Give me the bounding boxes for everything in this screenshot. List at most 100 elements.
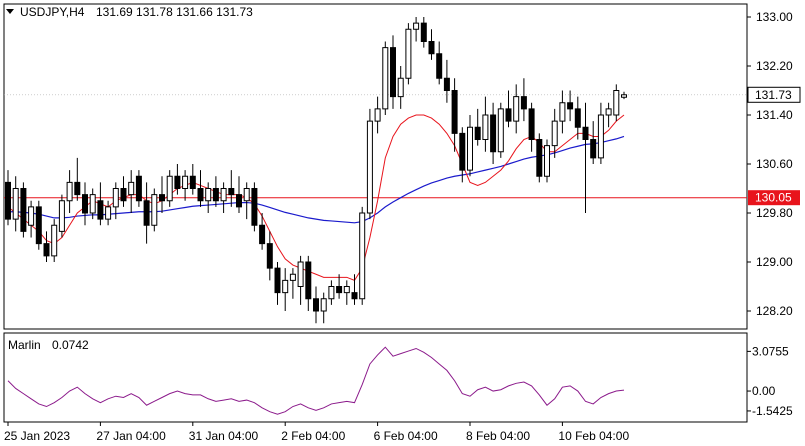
candle (351, 274, 358, 305)
candle (259, 213, 266, 250)
candle (220, 182, 227, 213)
candle-body (490, 114, 497, 153)
candle-body (12, 188, 19, 220)
oscillator-panel[interactable] (3, 332, 748, 423)
candle-body (243, 188, 250, 202)
candle-body (520, 96, 527, 110)
oscillator-tick-label: -1.5425 (752, 404, 793, 418)
candle (236, 176, 242, 213)
indicator-name: Marlin (8, 338, 41, 352)
candle-body (613, 90, 620, 116)
candle-body (536, 139, 543, 177)
level-price-text: 130.05 (755, 191, 792, 205)
candle-body (20, 188, 27, 232)
candle-body (143, 200, 150, 226)
candle-body (297, 261, 304, 287)
candle (397, 66, 404, 109)
candle-body (135, 175, 142, 202)
ohlc-values: 131.69 131.78 131.66 131.73 (96, 5, 253, 19)
candle (574, 96, 581, 140)
candle (497, 102, 504, 158)
candle-body (343, 286, 350, 294)
candle (35, 200, 42, 250)
price-axis[interactable]: 133.00 132.20 131.40 130.60 129.80 129.00 128.… (747, 10, 793, 318)
fast-moving-average-line (7, 114, 625, 281)
candle (582, 102, 589, 213)
candle-body (5, 181, 11, 220)
candle (58, 194, 65, 238)
candle (551, 108, 558, 158)
candle (28, 200, 35, 238)
candle (274, 262, 281, 305)
candle (135, 170, 142, 207)
candle-body (574, 108, 581, 128)
candle-body (120, 188, 127, 202)
price-tick-label: 129.80 (756, 206, 793, 220)
candle (174, 164, 181, 195)
candle-body (505, 108, 512, 122)
candle-body (97, 200, 104, 220)
candle-body (551, 120, 558, 147)
candle (112, 182, 119, 220)
candle-body (443, 77, 450, 91)
candle-body (405, 28, 412, 79)
candle (282, 268, 289, 311)
candle (366, 108, 373, 220)
candle-body (436, 53, 443, 79)
candle-body (58, 200, 65, 232)
candle (205, 182, 212, 213)
candle (159, 176, 165, 213)
candle-body (567, 102, 574, 110)
candle-body (51, 224, 58, 257)
candle (597, 102, 604, 164)
candle-body (197, 188, 204, 202)
candle (443, 59, 450, 103)
candle-body (482, 114, 489, 140)
candle (459, 127, 466, 183)
candle (20, 182, 27, 238)
candle (505, 90, 512, 128)
candle-body (397, 77, 404, 98)
candle (336, 274, 343, 299)
candle-body (382, 47, 389, 110)
candle-body (328, 286, 335, 300)
candle (128, 170, 135, 213)
candle-body (105, 206, 112, 220)
candle (297, 255, 304, 305)
time-axis[interactable]: 25 Jan 2023 27 Jan 04:00 31 Jan 04:00 2 Feb… (4, 422, 629, 443)
main-chart-panel[interactable] (3, 3, 748, 330)
candle (66, 170, 73, 213)
candle (89, 188, 96, 220)
candle-body (605, 108, 612, 116)
candle (359, 206, 366, 305)
candle-body (374, 108, 381, 122)
candle-body (74, 181, 81, 196)
candle (266, 231, 273, 281)
candle (420, 17, 427, 48)
time-tick-label: 10 Feb 04:00 (558, 429, 629, 443)
symbol-menu-triangle-icon[interactable] (6, 9, 14, 14)
candle (374, 96, 381, 134)
candle (520, 78, 527, 122)
candle (436, 41, 443, 85)
candle-body (497, 108, 504, 153)
candle (320, 292, 327, 324)
candle (97, 182, 104, 226)
price-tick-label: 130.60 (756, 157, 793, 171)
candle (621, 91, 627, 100)
candle (482, 96, 489, 152)
candle (74, 157, 81, 201)
oscillator-axis: 3.0755 0.00 -1.5425 (747, 344, 793, 418)
candle (151, 188, 158, 232)
candle-body (236, 194, 242, 208)
candle (228, 170, 235, 207)
candle-body (559, 102, 566, 122)
candle (382, 41, 389, 115)
candle-body (320, 298, 327, 312)
candle (182, 170, 189, 201)
candle (513, 84, 520, 134)
candle-body (159, 194, 165, 202)
candle (197, 170, 204, 207)
candle-body (544, 145, 550, 177)
